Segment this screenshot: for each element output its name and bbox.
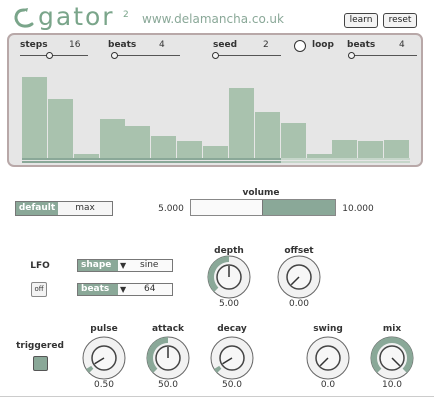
step-bar-15[interactable] bbox=[384, 140, 409, 158]
step-bar-2[interactable] bbox=[48, 99, 73, 158]
seed-value: 2 bbox=[263, 40, 269, 50]
step-bar-8[interactable] bbox=[203, 146, 228, 158]
mix-value: 10.0 bbox=[381, 380, 403, 390]
step-bar-9[interactable] bbox=[229, 88, 254, 158]
volume-max-label: 10.000 bbox=[342, 204, 374, 214]
decay-knob[interactable] bbox=[207, 333, 257, 383]
seed-label: seed bbox=[213, 40, 238, 50]
mix-knob[interactable] bbox=[367, 333, 417, 383]
steps-value: 16 bbox=[69, 40, 81, 50]
offset-knob[interactable] bbox=[274, 252, 324, 302]
lfo-shape-select[interactable]: shape ▼ sine bbox=[77, 259, 173, 272]
step-row-active bbox=[22, 158, 281, 160]
attack-knob[interactable] bbox=[143, 333, 193, 383]
chevron-down-icon: ▼ bbox=[120, 261, 127, 270]
swing-knob[interactable] bbox=[303, 333, 353, 383]
lfo-off-toggle[interactable]: off bbox=[31, 282, 47, 297]
seed-slider-track[interactable] bbox=[213, 55, 281, 56]
lfo-beats-label: beats bbox=[78, 284, 118, 295]
beats-label: beats bbox=[108, 40, 137, 50]
volume-slider-fill bbox=[262, 200, 335, 215]
volume-slider[interactable] bbox=[190, 199, 336, 216]
offset-label: offset bbox=[284, 246, 314, 256]
step-bar-12[interactable] bbox=[307, 154, 332, 158]
loop-label: loop bbox=[312, 40, 334, 50]
loop-toggle[interactable] bbox=[294, 40, 306, 52]
triggered-label: triggered bbox=[16, 341, 64, 351]
step-bar-11[interactable] bbox=[281, 123, 306, 158]
reset-button[interactable]: reset bbox=[383, 13, 417, 28]
step-bar-4[interactable] bbox=[100, 119, 125, 158]
bottom-divider bbox=[0, 396, 434, 397]
step-row-active bbox=[22, 161, 281, 163]
app-title: gator bbox=[38, 2, 115, 31]
step-bar-1[interactable] bbox=[22, 77, 47, 158]
attack-label: attack bbox=[151, 324, 185, 334]
gator-logo-icon bbox=[14, 8, 34, 28]
website-link[interactable]: www.delamancha.co.uk bbox=[142, 12, 284, 26]
volume-label: volume bbox=[242, 188, 280, 198]
lfo-shape-value: sine bbox=[140, 260, 159, 270]
beats-slider-handle[interactable] bbox=[111, 52, 118, 59]
step-indicator-rows bbox=[22, 158, 410, 164]
step-bar-3[interactable] bbox=[74, 154, 99, 158]
step-bar-13[interactable] bbox=[332, 140, 357, 158]
steps-slider-handle[interactable] bbox=[46, 52, 53, 59]
lfo-beats-value: 64 bbox=[144, 284, 156, 294]
beats2-value: 4 bbox=[399, 40, 405, 50]
beats-slider-track[interactable] bbox=[112, 55, 180, 56]
step-bar-5[interactable] bbox=[125, 126, 150, 158]
lfo-shape-label: shape bbox=[78, 260, 118, 271]
steps-slider-track[interactable] bbox=[20, 55, 88, 56]
depth-label: depth bbox=[214, 246, 244, 256]
beats2-slider-track[interactable] bbox=[349, 55, 417, 56]
volume-mode-max[interactable]: max bbox=[58, 202, 112, 215]
beats-value: 4 bbox=[159, 40, 165, 50]
step-bar-7[interactable] bbox=[177, 141, 202, 158]
pulse-knob[interactable] bbox=[79, 333, 129, 383]
step-bars-area[interactable] bbox=[22, 66, 410, 158]
chevron-down-icon: ▼ bbox=[120, 285, 127, 294]
pulse-label: pulse bbox=[90, 324, 118, 334]
volume-mode-default[interactable]: default bbox=[16, 202, 58, 215]
offset-value: 0.00 bbox=[288, 299, 310, 309]
step-bar-10[interactable] bbox=[255, 112, 280, 158]
volume-min-label: 5.000 bbox=[158, 204, 184, 214]
depth-value: 5.00 bbox=[218, 299, 240, 309]
mix-label: mix bbox=[382, 324, 402, 334]
pulse-value: 0.50 bbox=[93, 380, 115, 390]
step-bar-6[interactable] bbox=[151, 136, 176, 158]
swing-value: 0.0 bbox=[320, 380, 336, 390]
sequencer-panel: steps 16 beats 4 seed 2 loop beats 4 bbox=[7, 33, 423, 167]
volume-mode-switch: default max bbox=[15, 201, 113, 216]
depth-knob[interactable] bbox=[204, 252, 254, 302]
steps-label: steps bbox=[20, 40, 48, 50]
triggered-toggle[interactable] bbox=[33, 356, 48, 371]
learn-button[interactable]: learn bbox=[344, 13, 378, 28]
attack-value: 50.0 bbox=[157, 380, 179, 390]
lfo-label: LFO bbox=[30, 261, 50, 271]
app-title-superscript: 2 bbox=[123, 10, 129, 20]
step-bar-14[interactable] bbox=[358, 141, 383, 158]
beats2-slider-handle[interactable] bbox=[348, 52, 355, 59]
beats2-label: beats bbox=[347, 40, 376, 50]
swing-label: swing bbox=[313, 324, 343, 334]
decay-value: 50.0 bbox=[221, 380, 243, 390]
decay-label: decay bbox=[217, 324, 247, 334]
seed-slider-handle[interactable] bbox=[212, 52, 219, 59]
lfo-beats-select[interactable]: beats ▼ 64 bbox=[77, 283, 173, 296]
